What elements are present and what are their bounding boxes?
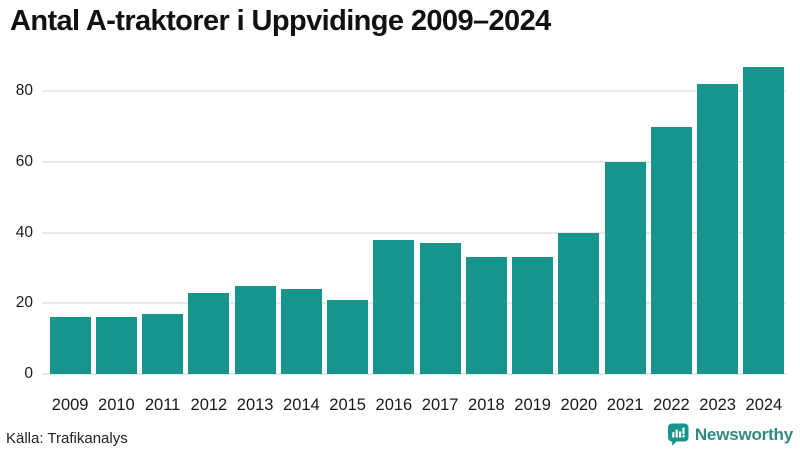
bar-2012 (188, 292, 230, 374)
newsworthy-bubble-chart-icon (667, 423, 689, 446)
y-tick-label-20: 20 (15, 294, 33, 312)
x-tick-label-2016: 2016 (375, 396, 413, 414)
bar-2018 (465, 257, 507, 374)
y-tick-label-0: 0 (24, 365, 33, 382)
x-tick-label-2024: 2024 (745, 396, 783, 414)
bar-2020 (558, 232, 600, 374)
x-tick-label-2009: 2009 (51, 396, 89, 414)
x-tick-label-2014: 2014 (283, 396, 320, 414)
gridline-y-60 (42, 160, 786, 163)
bar-2023 (697, 84, 739, 374)
bar-2021 (604, 161, 646, 374)
x-tick-label-2019: 2019 (514, 396, 551, 414)
chart-title: Antal A-traktorer i Uppvidinge 2009–2024 (10, 5, 551, 37)
y-tick-label-80: 80 (15, 82, 33, 100)
bar-2015 (327, 299, 369, 374)
x-tick-label-2021: 2021 (606, 396, 644, 414)
bar-2024 (743, 66, 785, 374)
newsworthy-logo: Newsworthy (667, 423, 793, 446)
bar-2016 (373, 239, 415, 374)
newsworthy-wordmark: Newsworthy (694, 424, 793, 444)
gridline-y-0 (42, 373, 786, 375)
x-tick-label-2013: 2013 (236, 396, 274, 414)
source-note: Källa: Trafikanalys (6, 430, 128, 447)
x-tick-label-2022: 2022 (653, 396, 690, 414)
bar-2014 (280, 289, 322, 374)
bar-2010 (95, 317, 137, 374)
bar-2019 (512, 257, 554, 374)
x-tick-label-2010: 2010 (98, 396, 135, 414)
y-tick-label-40: 40 (15, 223, 33, 241)
x-tick-label-2011: 2011 (144, 396, 181, 414)
y-tick-label-60: 60 (15, 152, 33, 170)
bar-2009 (49, 317, 91, 374)
gridline-y-80 (42, 90, 786, 93)
bar-2022 (650, 126, 692, 374)
x-tick-label-2017: 2017 (421, 396, 459, 414)
gridline-y-40 (42, 231, 786, 234)
x-tick-label-2018: 2018 (468, 396, 505, 414)
x-tick-label-2015: 2015 (329, 396, 366, 414)
bar-2011 (142, 313, 184, 374)
x-tick-label-2020: 2020 (560, 396, 598, 414)
bar-2013 (234, 285, 276, 374)
x-tick-label-2023: 2023 (699, 396, 736, 414)
x-tick-label-2012: 2012 (190, 396, 228, 414)
bar-2017 (419, 243, 461, 374)
